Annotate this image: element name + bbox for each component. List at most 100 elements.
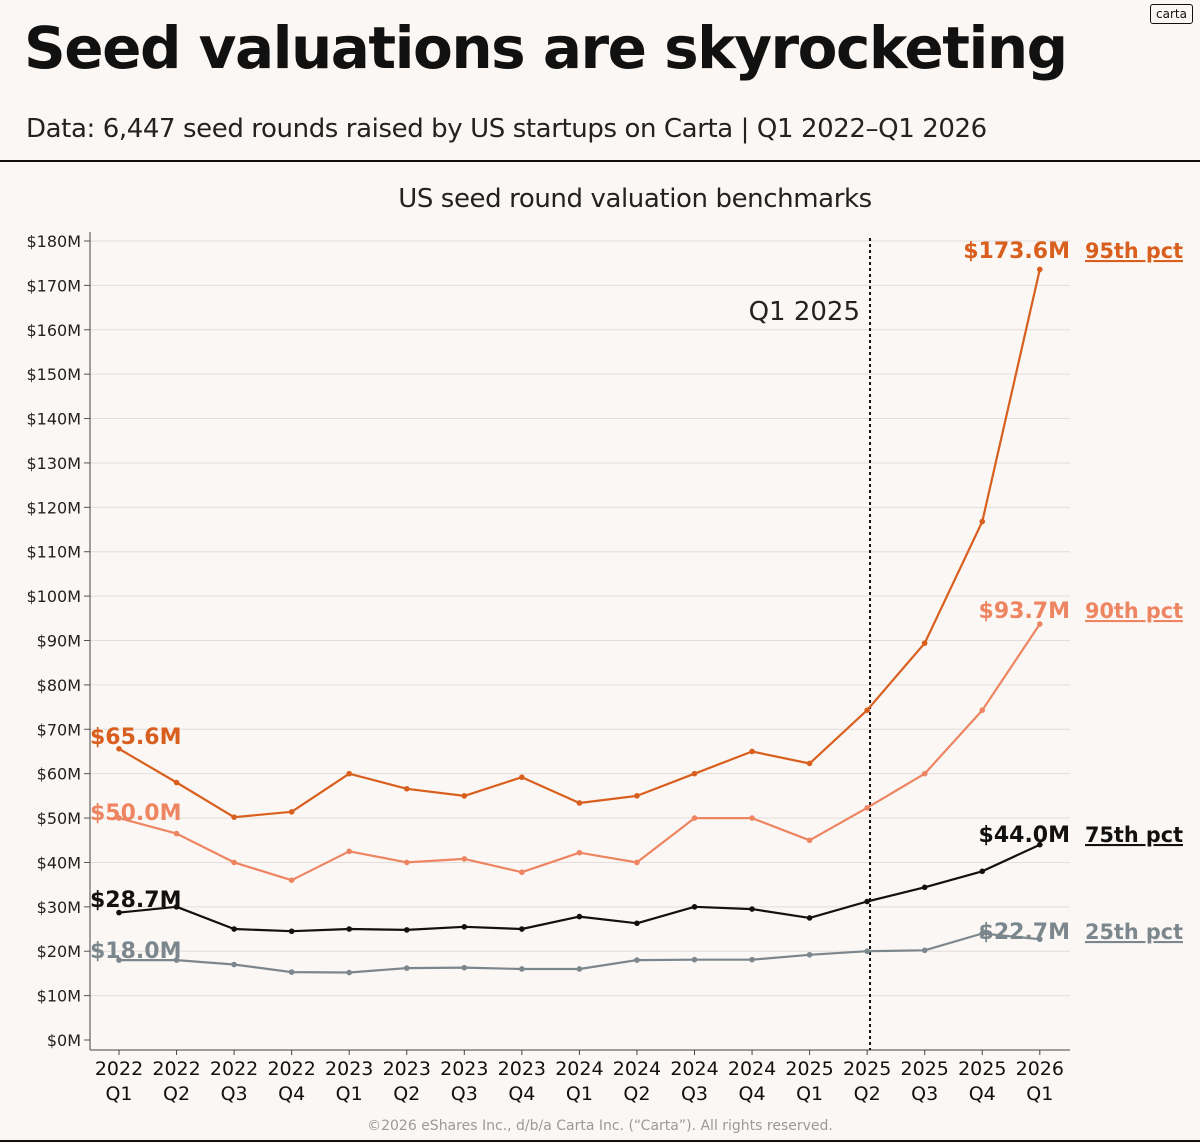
x-tick-year: 2024 — [670, 1058, 718, 1080]
y-tick-label: $10M — [37, 987, 81, 1006]
data-point — [576, 800, 583, 806]
series-end-label: $93.7M — [979, 599, 1070, 624]
data-point — [116, 815, 122, 821]
x-tick-year: 2022 — [95, 1058, 143, 1080]
data-point — [864, 707, 870, 713]
x-tick-quarter: Q4 — [508, 1083, 535, 1105]
page-subtitle: Data: 6,447 seed rounds raised by US sta… — [26, 114, 987, 144]
data-point — [461, 964, 468, 971]
x-tick-year: 2026 — [1016, 1058, 1064, 1080]
x-tick-quarter: Q2 — [393, 1083, 420, 1105]
x-tick-quarter: Q1 — [1026, 1083, 1053, 1105]
series-end-label: $22.7M — [979, 920, 1070, 945]
x-tick-year: 2024 — [555, 1058, 603, 1080]
data-point — [346, 926, 353, 932]
series-start-label: $18.0M — [90, 939, 181, 964]
data-point — [921, 770, 928, 777]
y-tick-label: $160M — [26, 321, 81, 340]
x-tick-year: 2022 — [152, 1058, 200, 1080]
series-end-label: $44.0M — [979, 823, 1070, 848]
x-tick-quarter: Q2 — [854, 1083, 881, 1105]
x-tick-year: 2025 — [958, 1058, 1006, 1080]
y-tick-label: $150M — [26, 365, 81, 384]
y-tick-label: $90M — [37, 632, 81, 651]
y-tick-label: $130M — [26, 454, 81, 473]
data-point — [691, 904, 698, 910]
data-point — [173, 779, 180, 786]
data-point — [749, 748, 755, 755]
y-tick-label: $40M — [37, 853, 81, 872]
carta-logo: carta — [1150, 4, 1193, 24]
data-point — [1037, 621, 1043, 627]
y-tick-label: $20M — [37, 942, 81, 961]
x-tick-quarter: Q3 — [221, 1083, 248, 1105]
y-tick-label: $110M — [26, 543, 81, 562]
x-tick-year: 2023 — [325, 1058, 373, 1080]
data-point — [634, 920, 640, 927]
series-start-label: $50.0M — [90, 801, 181, 826]
copyright-footer: ©2026 eShares Inc., d/b/a Carta Inc. (“C… — [367, 1118, 833, 1134]
x-tick-year: 2024 — [613, 1058, 661, 1080]
x-tick-quarter: Q4 — [278, 1083, 305, 1105]
y-tick-label: $30M — [37, 898, 81, 917]
data-point — [921, 640, 928, 646]
series-end-label: $173.6M — [963, 239, 1070, 264]
data-point — [864, 805, 870, 811]
data-point — [346, 770, 353, 777]
x-tick-quarter: Q3 — [681, 1083, 708, 1105]
data-point — [173, 957, 180, 963]
data-point — [691, 815, 698, 821]
y-tick-label: $70M — [37, 720, 81, 739]
data-point — [1037, 841, 1043, 848]
data-point — [749, 815, 755, 821]
annotation-label: Q1 2025 — [749, 297, 860, 327]
x-tick-year: 2025 — [785, 1058, 833, 1080]
data-point — [921, 947, 928, 954]
chart-title: US seed round valuation benchmarks — [398, 184, 872, 214]
x-tick-year: 2023 — [440, 1058, 488, 1080]
data-point — [806, 760, 813, 767]
x-tick-quarter: Q1 — [336, 1083, 363, 1105]
data-point — [921, 884, 928, 891]
data-point — [173, 904, 180, 910]
x-tick-quarter: Q2 — [163, 1083, 190, 1105]
y-tick-label: $50M — [37, 809, 81, 828]
y-tick-label: $140M — [26, 410, 81, 429]
data-point — [173, 830, 180, 837]
data-point — [403, 785, 410, 792]
series-name-label: 95th pct — [1085, 239, 1183, 263]
x-tick-quarter: Q1 — [566, 1083, 593, 1105]
data-point — [519, 774, 525, 781]
data-point — [979, 930, 986, 937]
x-tick-quarter: Q2 — [623, 1083, 650, 1105]
data-point — [288, 809, 295, 815]
y-tick-label: $120M — [26, 498, 81, 517]
data-point — [1037, 936, 1043, 943]
series-name-label: 90th pct — [1085, 599, 1183, 623]
data-point — [979, 707, 986, 713]
data-point — [691, 956, 698, 963]
data-point — [231, 961, 237, 968]
series-line — [118, 269, 1041, 819]
x-tick-year: 2025 — [843, 1058, 891, 1080]
x-tick-year: 2022 — [210, 1058, 258, 1080]
x-tick-year: 2025 — [901, 1058, 949, 1080]
data-point — [691, 770, 698, 777]
data-point — [519, 926, 525, 932]
data-point — [806, 915, 813, 921]
data-point — [346, 969, 353, 976]
header-divider — [0, 160, 1200, 162]
x-tick-quarter: Q4 — [969, 1083, 996, 1105]
data-point — [231, 926, 237, 932]
data-point — [979, 518, 986, 525]
data-point — [231, 814, 237, 820]
y-tick-label: $0M — [47, 1031, 81, 1050]
x-tick-quarter: Q1 — [796, 1083, 823, 1105]
data-point — [576, 849, 583, 856]
data-point — [519, 869, 525, 876]
data-point — [461, 793, 468, 799]
data-point — [403, 927, 410, 933]
series-line — [118, 623, 1041, 882]
series-start-label: $28.7M — [90, 888, 181, 913]
